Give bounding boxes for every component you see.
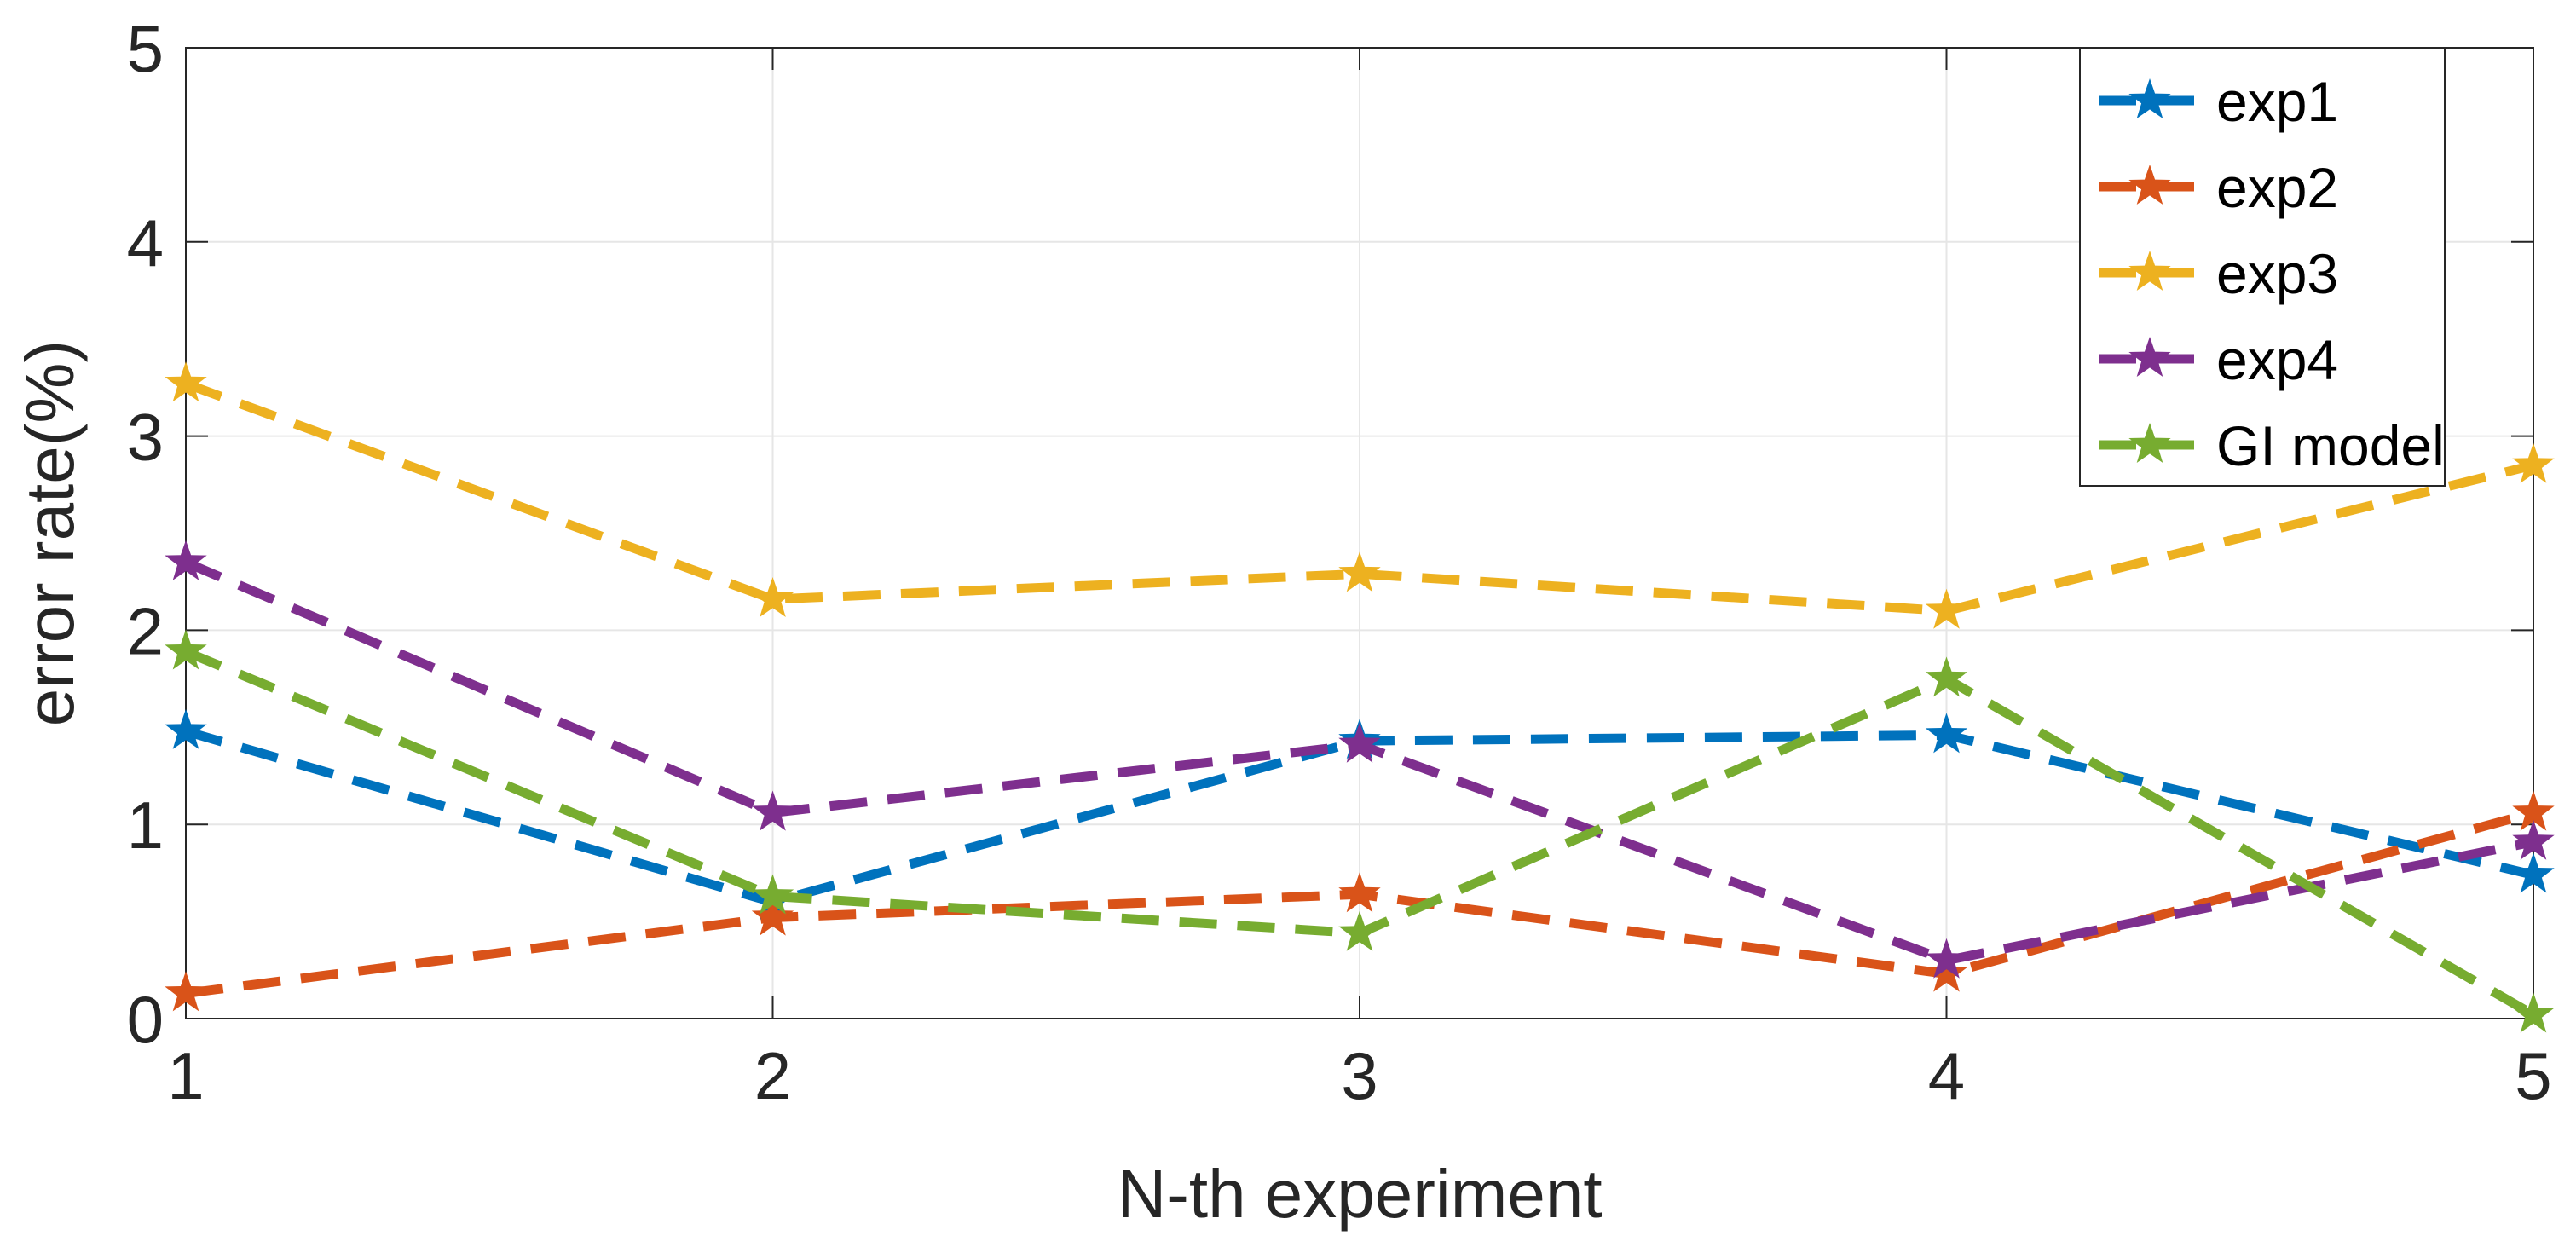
legend-star-icon bbox=[2128, 165, 2171, 205]
data-point-star bbox=[165, 540, 207, 580]
y-tick-label: 2 bbox=[127, 593, 164, 668]
x-tick-label: 2 bbox=[754, 1038, 791, 1113]
data-point-star bbox=[165, 971, 207, 1012]
legend-star-icon bbox=[2128, 251, 2171, 291]
data-point-star bbox=[2512, 442, 2555, 483]
data-point-star bbox=[2512, 852, 2555, 893]
x-tick-label: 1 bbox=[167, 1038, 204, 1113]
x-axis-title: N-th experiment bbox=[1117, 1156, 1602, 1232]
data-point-star bbox=[165, 361, 207, 402]
legend-label: exp2 bbox=[2216, 156, 2338, 219]
series-exp4 bbox=[165, 540, 2555, 979]
data-point-star bbox=[1925, 588, 1968, 629]
legend-label: GI model bbox=[2216, 414, 2445, 477]
legend: exp1 exp2 exp3 exp4 GI model bbox=[2079, 47, 2446, 487]
legend-star-icon bbox=[2128, 337, 2171, 377]
data-point-star bbox=[1338, 722, 1381, 763]
data-point-star bbox=[2512, 790, 2555, 831]
x-tick-label: 5 bbox=[2515, 1038, 2551, 1113]
data-point-star bbox=[1925, 938, 1968, 979]
x-tick-label: 3 bbox=[1341, 1038, 1378, 1113]
data-point-star bbox=[165, 629, 207, 670]
y-tick-label: 1 bbox=[127, 788, 164, 863]
legend-star-icon bbox=[2128, 78, 2171, 118]
data-point-star bbox=[1338, 910, 1381, 951]
y-tick-label: 5 bbox=[127, 11, 164, 86]
data-point-star bbox=[1338, 551, 1381, 592]
data-point-star bbox=[1338, 872, 1381, 913]
data-point-star bbox=[751, 790, 794, 831]
series-group bbox=[165, 361, 2555, 1033]
legend-item: exp4 bbox=[2099, 328, 2338, 391]
legend-label: exp1 bbox=[2216, 70, 2338, 133]
y-tick-label: 4 bbox=[127, 205, 164, 280]
legend-item: GI model bbox=[2099, 414, 2445, 477]
x-tick-label: 4 bbox=[1928, 1038, 1965, 1113]
data-point-star bbox=[165, 708, 207, 749]
data-point-star bbox=[751, 874, 794, 915]
data-point-star bbox=[1925, 951, 1968, 992]
legend-item: exp2 bbox=[2099, 156, 2338, 219]
legend-label: exp3 bbox=[2216, 242, 2338, 305]
y-tick-label: 3 bbox=[127, 400, 164, 475]
series-gi-model bbox=[165, 629, 2555, 1033]
legend-star-icon bbox=[2128, 423, 2171, 463]
data-point-star bbox=[751, 577, 794, 617]
data-point-star bbox=[1925, 656, 1968, 697]
data-point-star bbox=[2512, 992, 2555, 1033]
y-tick-label: 0 bbox=[127, 982, 164, 1057]
y-axis-title: error rate(%) bbox=[12, 340, 88, 726]
data-point-star bbox=[1925, 713, 1968, 754]
legend-label: exp4 bbox=[2216, 328, 2338, 391]
legend-item: exp3 bbox=[2099, 242, 2338, 305]
series-exp3 bbox=[165, 361, 2555, 629]
data-point-star bbox=[751, 895, 794, 936]
series-line bbox=[184, 378, 2535, 616]
data-point-star bbox=[2512, 819, 2555, 860]
legend-item: exp1 bbox=[2099, 70, 2338, 133]
